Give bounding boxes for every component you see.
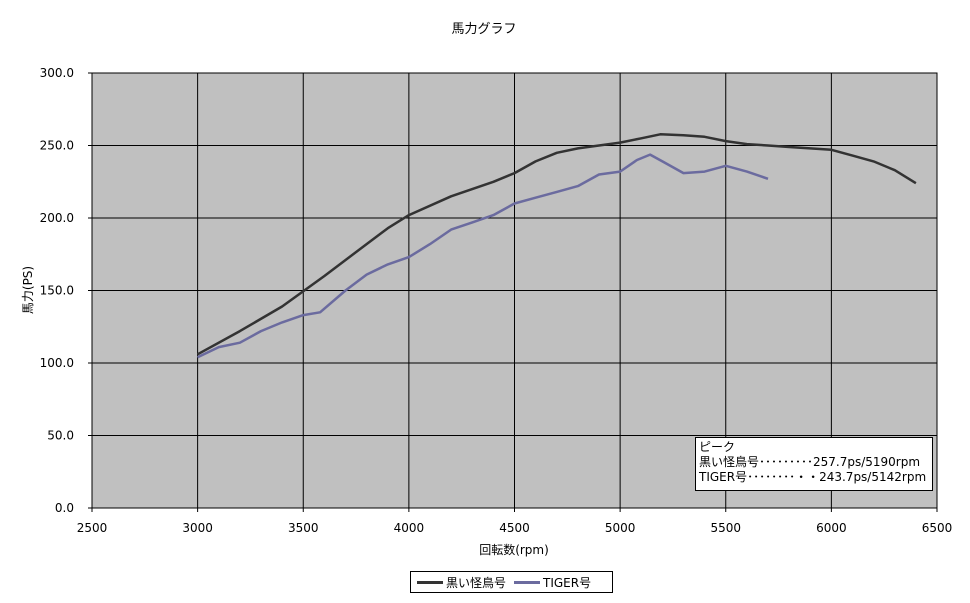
legend-item-series-2: TIGER号: [514, 574, 591, 591]
x-tick-label: 5500: [710, 521, 741, 535]
x-tick-label: 3500: [288, 521, 319, 535]
grid-lines: [88, 72, 938, 512]
y-tick-label: 250.0: [40, 139, 74, 153]
y-axis-label: 馬力(PS): [21, 266, 35, 314]
legend: 黒い怪鳥号 TIGER号: [410, 571, 613, 593]
x-tick-label: 3000: [182, 521, 213, 535]
y-tick-label: 200.0: [40, 211, 74, 225]
y-tick-label: 100.0: [40, 356, 74, 370]
x-tick-label: 4500: [499, 521, 530, 535]
y-tick-label: 0.0: [55, 501, 74, 515]
legend-swatch-series-2: [514, 580, 541, 584]
x-tick-label: 2500: [77, 521, 108, 535]
peak-annotation-box: ピーク 黒い怪鳥号･････････257.7ps/5190rpm TIGER号…: [695, 437, 933, 491]
x-tick-label: 6000: [816, 521, 847, 535]
y-tick-label: 150.0: [40, 284, 74, 298]
peak-annotation-title: ピーク: [699, 440, 736, 454]
legend-item-series-1: 黒い怪鳥号: [417, 574, 506, 591]
legend-label-series-2: TIGER号: [543, 575, 592, 590]
x-axis-tick-labels: 2500 3000 3500 4000 4500 5000 5500 6000 6500: [77, 521, 953, 535]
series-line-1: [196, 133, 917, 356]
y-tick-label: 300.0: [40, 66, 74, 80]
x-axis-label: 回転数(rpm): [479, 542, 549, 557]
series-line-2: [197, 153, 769, 359]
x-tick-label: 5000: [605, 521, 636, 535]
series-lines: [196, 133, 917, 359]
chart-title: 馬力グラフ: [451, 22, 516, 37]
x-tick-label: 6500: [922, 521, 953, 535]
y-tick-label: 50.0: [47, 429, 74, 443]
peak-annotation-line-2: TIGER号････････・・243.7ps/5142rpm: [699, 470, 927, 484]
y-axis-tick-labels: 0.0 50.0 100.0 150.0 200.0 250.0 300.0: [40, 66, 74, 515]
peak-annotation-line-1: 黒い怪鳥号･････････257.7ps/5190rpm: [699, 455, 921, 469]
x-tick-label: 4000: [394, 521, 425, 535]
legend-label-series-1: 黒い怪鳥号: [446, 575, 507, 590]
legend-swatch-series-1: [417, 580, 443, 584]
